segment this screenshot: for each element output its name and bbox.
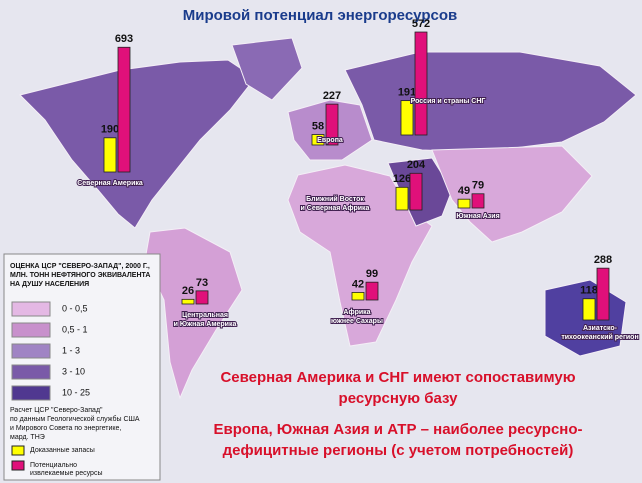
- source: Расчет ЦСР "Северо-Запад": [10, 407, 103, 414]
- bar: [409, 172, 423, 211]
- bar: [181, 298, 195, 305]
- bar: [414, 31, 428, 136]
- bar: [582, 298, 596, 321]
- region-label: Северная Америка: [77, 180, 143, 187]
- region-label: тихоокеанский регион: [561, 333, 638, 341]
- regions: 190 693 Северная Америка 58 227 Европа 191 572 Р…: [76, 18, 639, 342]
- greenland: [231, 37, 303, 101]
- value-label: 26: [182, 285, 194, 297]
- value-label: 42: [352, 278, 364, 290]
- note: ресурсную базу: [339, 390, 459, 407]
- region-label: Европа: [317, 137, 343, 144]
- legend: ОЦЕНКА ЦСР "СЕВЕРО-ЗАПАД", 2000 Г., МЛН. …: [10, 263, 150, 477]
- legend-label: 0,5 - 1: [62, 324, 88, 334]
- legend-title: ОЦЕНКА ЦСР "СЕВЕРО-ЗАПАД", 2000 Г.,: [10, 263, 150, 270]
- bar: [351, 292, 365, 301]
- value-label: 190: [101, 124, 119, 136]
- region-label: Южная Азия: [456, 213, 499, 220]
- bar: [457, 198, 471, 209]
- legend-label: извлекаемые ресурсы: [30, 470, 102, 477]
- value-label: 572: [412, 18, 430, 30]
- legend-label: Доказанные запасы: [30, 447, 95, 454]
- source: и Мирового Совета по энергетике,: [10, 425, 121, 432]
- north-america: [19, 59, 256, 229]
- value-label: 118: [580, 285, 598, 297]
- legend-label: 10 - 25: [62, 387, 90, 397]
- bar: [103, 137, 117, 173]
- title: Мировой потенциал энергоресурсов: [183, 7, 457, 24]
- legend-title: МЛН. ТОНН НЕФТЯНОГО ЭКВИВАЛЕНТА: [10, 272, 150, 279]
- region-label: Африка: [343, 309, 370, 316]
- note: Европа, Южная Азия и АТР – наиболее ресу…: [213, 421, 582, 438]
- source: мард. ТНЭ: [10, 434, 45, 441]
- note: Северная Америка и СНГ имеют сопоставиму…: [220, 369, 575, 386]
- value-label: 227: [323, 90, 341, 102]
- region-label: Ближний Восток: [306, 195, 364, 203]
- notes: Северная Америка и СНГ имеют сопоставиму…: [213, 369, 582, 459]
- value-label: 288: [594, 254, 612, 266]
- region-label: и Южная Америка: [174, 321, 237, 328]
- bar: [195, 290, 209, 305]
- note: дефицитные регионы (с учетом потребносте…: [223, 442, 574, 459]
- bar: [471, 193, 485, 209]
- region-label: и Северная Африка: [301, 205, 370, 212]
- legend-swatch: [11, 301, 51, 317]
- region-label: Азиатско-: [583, 325, 618, 332]
- value-label: 73: [196, 277, 208, 289]
- bar: [400, 100, 414, 136]
- value-label: 204: [407, 159, 426, 171]
- value-label: 191: [398, 87, 416, 99]
- legend-swatch: [11, 364, 51, 380]
- legend-swatch: [11, 385, 51, 401]
- legend-swatch: [11, 460, 25, 471]
- region-label: Россия и страны СНГ: [411, 98, 486, 105]
- value-label: 693: [115, 33, 133, 45]
- value-label: 79: [472, 180, 484, 192]
- value-label: 49: [458, 185, 470, 197]
- bar: [325, 103, 339, 146]
- value-label: 126: [393, 173, 411, 185]
- region-label: Центральная: [182, 312, 228, 319]
- legend-label: 0 - 0,5: [62, 303, 88, 313]
- value-label: 58: [312, 120, 324, 132]
- legend-label: Потенциально: [30, 462, 77, 469]
- region-label: южнее Сахары: [331, 318, 383, 325]
- source: по данным Геологической службы США: [10, 415, 140, 423]
- bar: [365, 281, 379, 301]
- bar: [596, 267, 610, 321]
- legend-swatch: [11, 322, 51, 338]
- legend-label: 1 - 3: [62, 345, 80, 355]
- legend-title: НА ДУШУ НАСЕЛЕНИЯ: [10, 281, 89, 288]
- legend-swatch: [11, 343, 51, 359]
- value-label: 99: [366, 268, 378, 280]
- bar: [117, 46, 131, 173]
- legend-swatch: [11, 445, 25, 456]
- bar: [395, 186, 409, 211]
- legend-label: 3 - 10: [62, 366, 85, 376]
- bar: [311, 134, 325, 146]
